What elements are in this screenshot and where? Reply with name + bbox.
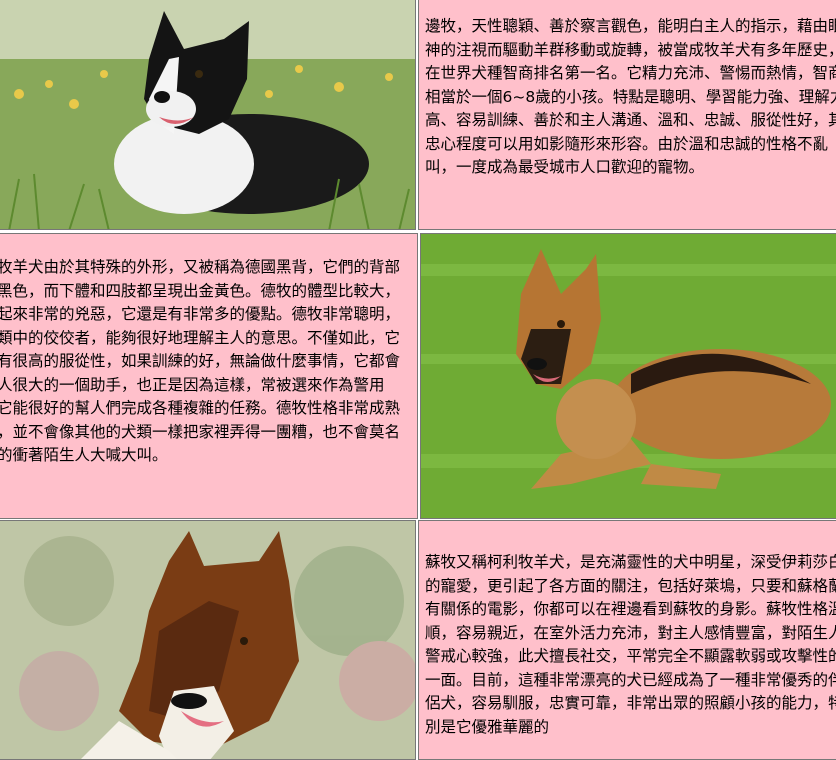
- rough-collie-description: 蘇牧又稱柯利牧羊犬，是充滿靈性的犬中明星，深受伊莉莎白的寵愛，更引起了各方面的關…: [425, 553, 836, 736]
- border-collie-description: 邊牧，天性聰穎、善於察言觀色，能明白主人的指示，藉由眼神的注視而驅動羊群移動或旋…: [425, 17, 836, 176]
- border-collie-photo: [0, 0, 416, 230]
- border-collie-description-cell: 邊牧，天性聰穎、善於察言觀色，能明白主人的指示，藉由眼神的注視而驅動羊群移動或旋…: [418, 0, 836, 230]
- german-shepherd-photo: [420, 233, 836, 519]
- rough-collie-description-cell: 蘇牧又稱柯利牧羊犬，是充滿靈性的犬中明星，深受伊莉莎白的寵愛，更引起了各方面的關…: [418, 520, 836, 760]
- german-shepherd-description-cell: 德國牧羊犬由於其特殊的外形，又被稱為德國黑背，它們的背部呈現黑色，而下體和四肢都…: [0, 233, 418, 519]
- rough-collie-photo: [0, 520, 416, 760]
- german-shepherd-description: 德國牧羊犬由於其特殊的外形，又被稱為德國黑背，它們的背部呈現黑色，而下體和四肢都…: [0, 258, 401, 464]
